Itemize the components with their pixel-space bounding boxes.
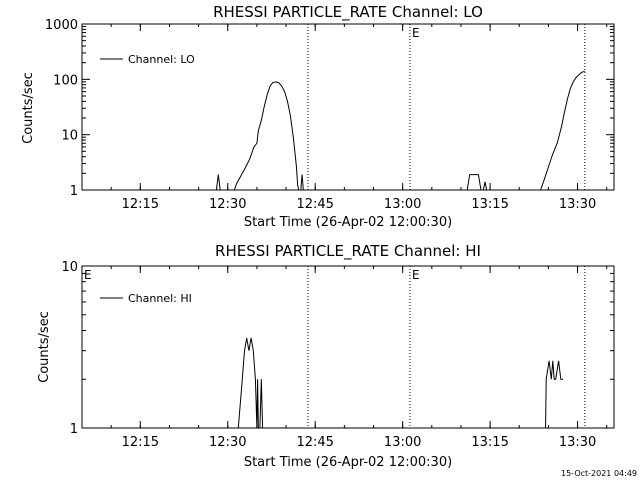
axis-ticks: 12:15 12:30 12:45 13:00 13:15 13:30 1 10 bbox=[61, 260, 614, 450]
legend-label: Channel: HI bbox=[128, 292, 192, 305]
y-tick-label: 1000 bbox=[45, 18, 78, 33]
legend: Channel: HI bbox=[100, 292, 192, 305]
x-axis-label: Start Time (26-Apr-02 12:00:30) bbox=[244, 215, 452, 230]
event-marker-label: E bbox=[412, 268, 420, 282]
x-tick-label: 12:45 bbox=[296, 435, 333, 450]
y-tick-label: 1 bbox=[70, 422, 78, 437]
footer-timestamp: 15-Oct-2021 04:49 bbox=[561, 469, 637, 478]
panel-hi: RHESSI PARTICLE_RATE Channel: HI Counts/… bbox=[37, 242, 615, 470]
series-line bbox=[259, 379, 264, 428]
y-tick-label: 1 bbox=[70, 184, 78, 199]
y-tick-label: 100 bbox=[53, 73, 78, 88]
series-line bbox=[540, 70, 585, 190]
x-tick-label: 13:00 bbox=[384, 197, 421, 212]
series-line bbox=[466, 174, 482, 190]
plot-frame bbox=[81, 23, 615, 191]
legend-label: Channel: LO bbox=[128, 53, 195, 66]
x-tick-label: 13:15 bbox=[471, 435, 508, 450]
x-tick-label: 13:15 bbox=[471, 197, 508, 212]
chart-title: RHESSI PARTICLE_RATE Channel: HI bbox=[215, 242, 481, 261]
x-tick-label: 13:30 bbox=[559, 435, 596, 450]
series-line bbox=[233, 81, 300, 190]
x-tick-label: 12:45 bbox=[296, 197, 333, 212]
series-line bbox=[300, 174, 304, 190]
series-line bbox=[215, 174, 221, 190]
chart-title: RHESSI PARTICLE_RATE Channel: LO bbox=[213, 3, 483, 22]
x-tick-label: 13:30 bbox=[559, 197, 596, 212]
y-axis-label: Counts/sec bbox=[37, 311, 52, 383]
series-line bbox=[237, 337, 259, 428]
y-axis-label: Counts/sec bbox=[21, 72, 36, 144]
data-series bbox=[215, 70, 585, 190]
x-tick-label: 13:00 bbox=[384, 435, 421, 450]
plot-frame bbox=[81, 265, 615, 429]
event-marker-label: E bbox=[412, 26, 420, 40]
series-line bbox=[482, 181, 488, 190]
y-tick-label: 10 bbox=[61, 260, 78, 275]
x-tick-label: 12:30 bbox=[209, 435, 246, 450]
x-axis-label: Start Time (26-Apr-02 12:00:30) bbox=[244, 455, 452, 470]
x-tick-label: 12:30 bbox=[209, 197, 246, 212]
x-tick-label: 12:15 bbox=[122, 435, 159, 450]
legend: Channel: LO bbox=[100, 53, 195, 66]
y-tick-label: 10 bbox=[61, 129, 78, 144]
event-markers: E bbox=[307, 24, 586, 190]
event-marker-label: E bbox=[84, 268, 92, 282]
axis-ticks: 12:15 12:30 12:45 13:00 13:15 13:30 1 10 100 1000 bbox=[45, 18, 614, 212]
panel-lo: RHESSI PARTICLE_RATE Channel: LO Counts/… bbox=[21, 3, 615, 230]
series-line bbox=[545, 360, 563, 428]
data-series bbox=[237, 337, 563, 428]
x-tick-label: 12:15 bbox=[122, 197, 159, 212]
